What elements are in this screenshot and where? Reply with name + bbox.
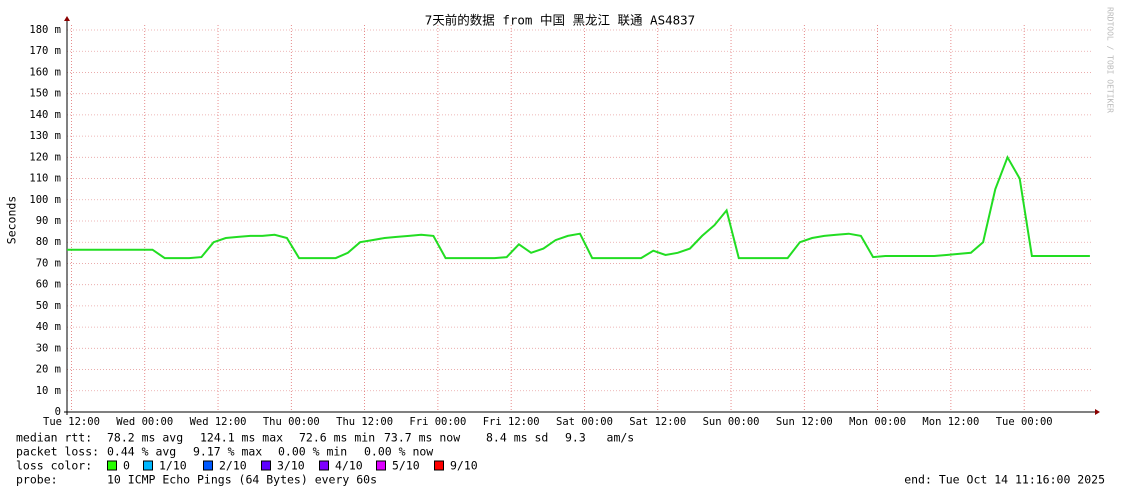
legend-swatch [376, 460, 386, 471]
legend-swatch [434, 460, 444, 471]
legend-swatch [143, 460, 153, 471]
x-tick-label: Thu 12:00 [336, 416, 393, 428]
stat-text: 0.44 % avg [107, 445, 176, 459]
y-tick-label: 120 m [29, 151, 61, 163]
y-tick-label: 30 m [36, 342, 61, 354]
y-tick-label: 130 m [29, 130, 61, 142]
stat-text: 0.00 % min [278, 445, 347, 459]
x-tick-label: Sat 12:00 [629, 416, 686, 428]
axis-arrow [64, 16, 70, 21]
y-tick-label: 160 m [29, 66, 61, 78]
stat-text: 78.2 ms avg [107, 431, 183, 445]
x-tick-label: Wed 12:00 [190, 416, 247, 428]
x-tick-label: Mon 12:00 [922, 416, 979, 428]
legend-label: 4/10 [335, 459, 363, 473]
legend-label: 0 [123, 459, 130, 473]
stat-text: 0.00 % now [364, 445, 433, 459]
probe-text: 10 ICMP Echo Pings (64 Bytes) every 60s [107, 473, 377, 487]
y-axis-label: Seconds [5, 196, 19, 244]
stat-text: 72.6 ms min [299, 431, 375, 445]
y-tick-label: 180 m [29, 24, 61, 36]
chart-title: 7天前的数据 from 中国 黑龙江 联通 AS4837 [425, 13, 695, 28]
y-tick-label: 100 m [29, 194, 61, 206]
legend-label: 5/10 [392, 459, 420, 473]
y-tick-label: 60 m [36, 279, 61, 291]
legend-label: 2/10 [219, 459, 247, 473]
legend-swatch [261, 460, 271, 471]
axis-arrow [1095, 409, 1100, 415]
stat-text: 73.7 ms now [384, 431, 460, 445]
y-tick-label: 70 m [36, 257, 61, 269]
stat-text: 8.4 ms sd [486, 431, 548, 445]
legend-swatch [319, 460, 329, 471]
legend-swatch [107, 460, 117, 471]
probe-label: probe: [16, 473, 58, 487]
legend-swatch [203, 460, 213, 471]
legend-title: loss color: [16, 459, 92, 473]
x-tick-label: Fri 00:00 [409, 416, 466, 428]
plot-area [67, 25, 1093, 412]
y-tick-label: 50 m [36, 300, 61, 312]
legend-label: 1/10 [159, 459, 187, 473]
y-tick-label: 80 m [36, 236, 61, 248]
x-tick-label: Thu 00:00 [263, 416, 320, 428]
median-line [67, 154, 1090, 260]
y-tick-label: 20 m [36, 364, 61, 376]
y-tick-label: 170 m [29, 45, 61, 57]
watermark: RRDTOOL / TOBI OETIKER [1106, 7, 1115, 113]
x-tick-label: Tue 12:00 [43, 416, 100, 428]
x-tick-label: Sun 00:00 [703, 416, 760, 428]
legend-label: 9/10 [450, 459, 478, 473]
legend-label: 3/10 [277, 459, 305, 473]
end-time: end: Tue Oct 14 11:16:00 2025 [904, 473, 1105, 487]
stat-text: 9.17 % max [193, 445, 262, 459]
y-tick-label: 40 m [36, 321, 61, 333]
x-tick-label: Tue 00:00 [996, 416, 1053, 428]
stat-text: median rtt: [16, 431, 92, 445]
x-tick-label: Sun 12:00 [776, 416, 833, 428]
y-tick-label: 110 m [29, 173, 61, 185]
stat-text: 9.3 am/s [565, 431, 634, 445]
x-tick-label: Fri 12:00 [483, 416, 540, 428]
y-tick-label: 10 m [36, 385, 61, 397]
y-tick-label: 90 m [36, 215, 61, 227]
x-tick-label: Sat 00:00 [556, 416, 613, 428]
y-tick-label: 0 [55, 406, 61, 418]
x-tick-label: Mon 00:00 [849, 416, 906, 428]
stat-text: packet loss: [16, 445, 99, 459]
stat-text: 124.1 ms max [200, 431, 283, 445]
x-tick-label: Wed 00:00 [116, 416, 173, 428]
y-tick-label: 140 m [29, 109, 61, 121]
y-tick-label: 150 m [29, 88, 61, 100]
